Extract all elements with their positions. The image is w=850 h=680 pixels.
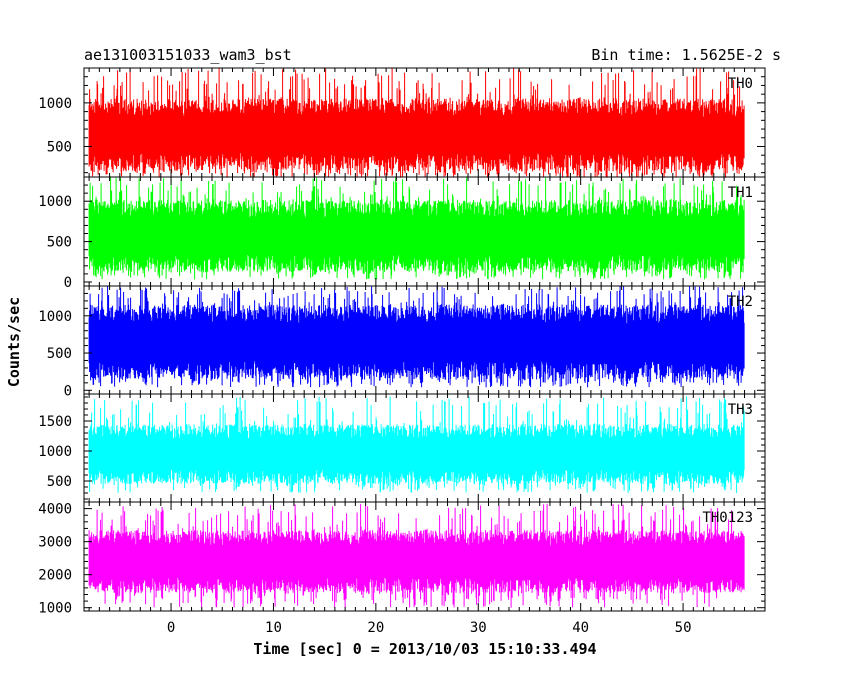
series-th0 [88, 68, 745, 178]
y-tick-label-th0123: 4000 [38, 502, 72, 518]
series-th0123 [88, 503, 745, 608]
panel-label-th0123: TH0123 [702, 510, 753, 526]
y-tick-label-th2: 1000 [38, 309, 72, 325]
panel-label-th0: TH0 [728, 76, 753, 92]
y-tick-label-th3: 1500 [38, 414, 72, 430]
y-tick-label-th2: 500 [47, 346, 72, 362]
chart-title: ae131003151033_wam3_bst [84, 46, 292, 64]
x-tick-label: 30 [470, 620, 487, 636]
panels-layer: 5001000TH005001000TH105001000TH250010001… [38, 67, 766, 636]
panel-label-th1: TH1 [728, 185, 753, 201]
y-tick-label-th0123: 2000 [38, 568, 72, 584]
y-tick-label-th0123: 3000 [38, 535, 72, 551]
y-tick-label-th1: 1000 [38, 194, 72, 210]
x-tick-label: 50 [675, 620, 692, 636]
panel-label-th3: TH3 [728, 402, 753, 418]
y-axis-title: Counts/sec [5, 297, 23, 387]
y-tick-label-th1: 500 [47, 235, 72, 251]
series-th1 [88, 177, 745, 280]
y-tick-label-th2: 0 [64, 383, 72, 399]
x-tick-label: 20 [367, 620, 384, 636]
y-tick-label-th3: 500 [47, 474, 72, 490]
x-tick-label: 10 [265, 620, 282, 636]
y-tick-label-th0: 500 [47, 139, 72, 155]
y-tick-label-th0123: 1000 [38, 601, 72, 617]
bin-time-label: Bin time: 1.5625E-2 s [591, 46, 781, 64]
panel-frame-th0123 [83, 501, 766, 612]
x-axis-title: Time [sec] 0 = 2013/10/03 15:10:33.494 [253, 640, 596, 658]
panel-label-th2: TH2 [728, 294, 753, 310]
y-tick-label-th3: 1000 [38, 444, 72, 460]
y-tick-label-th0: 1000 [38, 96, 72, 112]
x-tick-label: 0 [167, 620, 175, 636]
x-tick-label: 40 [572, 620, 589, 636]
series-th3 [88, 396, 745, 493]
y-tick-label-th1: 0 [64, 275, 72, 291]
series-th2 [88, 286, 745, 388]
